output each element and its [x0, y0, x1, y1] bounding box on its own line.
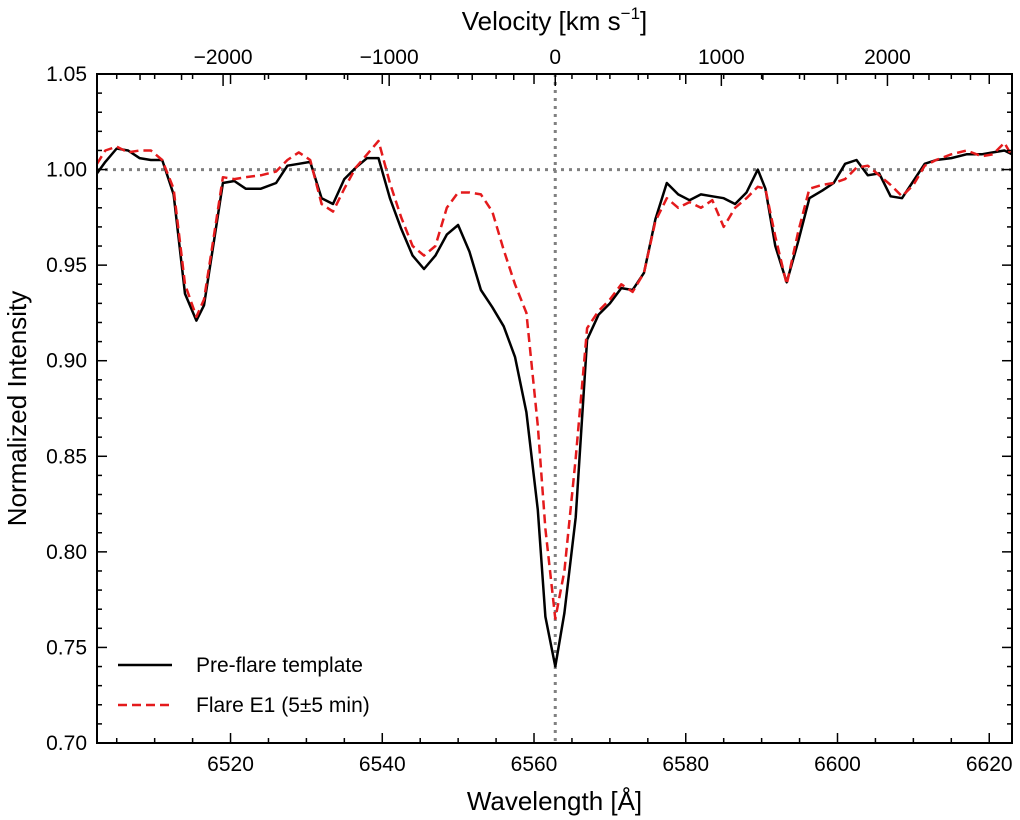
- legend: Pre-flare template Flare E1 (5±5 min): [118, 654, 370, 717]
- series-lines: [95, 139, 1014, 668]
- top-axis-title: Velocity [km s−1]: [462, 4, 648, 36]
- top-tick-label: 0: [549, 46, 561, 69]
- x-tick-label: 6620: [966, 753, 1013, 776]
- y-tick-label: 0.90: [46, 350, 87, 373]
- top-tick-label: −2000: [194, 46, 253, 69]
- y-axis-title: Normalized Intensity: [2, 291, 32, 527]
- top-axis-title-suffix: ]: [640, 6, 647, 36]
- reference-lines: [97, 74, 1012, 743]
- y-tick-label: 0.95: [46, 254, 87, 277]
- top-tick-label: 2000: [864, 46, 911, 69]
- x-tick-label: 6560: [511, 753, 558, 776]
- x-axis-title: Wavelength [Å]: [467, 786, 642, 816]
- y-tick-label: 0.70: [46, 732, 87, 755]
- top-axis-title-prefix: Velocity [km s: [462, 6, 621, 36]
- series-line-flare: [95, 139, 1014, 621]
- top-tick-label: 1000: [698, 46, 745, 69]
- y-tick-label: 1.00: [46, 159, 87, 182]
- legend-label-pre-flare: Pre-flare template: [196, 654, 363, 677]
- x-tick-label: 6540: [359, 753, 406, 776]
- y-tick-label: 0.85: [46, 445, 87, 468]
- plot-frame: [96, 73, 1013, 744]
- axis-ticks: 6520 6540 6560 6580 6600 6620 0.70 0.75 0.80 0.85…: [46, 46, 1012, 776]
- x-tick-label: 6600: [814, 753, 861, 776]
- y-tick-label: 1.05: [46, 63, 87, 86]
- y-tick-label: 0.80: [46, 541, 87, 564]
- x-tick-label: 6520: [207, 753, 254, 776]
- legend-label-flare: Flare E1 (5±5 min): [196, 694, 370, 717]
- top-axis-title-exponent: −1: [621, 4, 640, 23]
- x-tick-label: 6580: [662, 753, 709, 776]
- top-tick-label: −1000: [360, 46, 419, 69]
- y-tick-label: 0.75: [46, 636, 87, 659]
- series-line-pre-flare: [95, 147, 1013, 668]
